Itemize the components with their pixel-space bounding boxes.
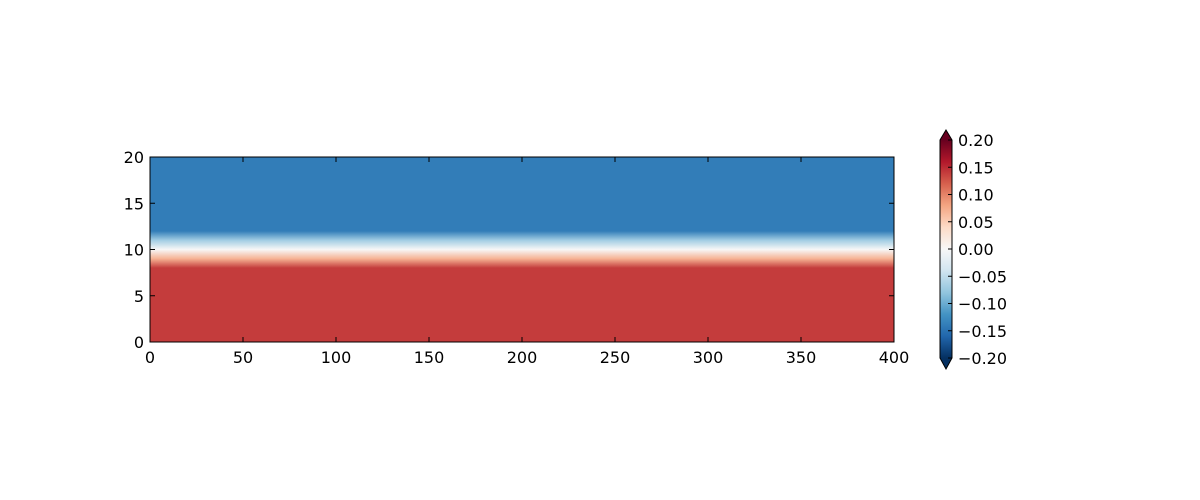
colorbar-tick-label: 0.05	[958, 213, 994, 232]
y-tick-label: 10	[124, 241, 144, 260]
heatmap-plot-area	[149, 156, 895, 343]
y-tick-label: 5	[134, 287, 144, 306]
y-tick-label: 15	[124, 194, 144, 213]
colorbar-extend-min-arrow	[940, 358, 952, 369]
x-tick-label: 200	[507, 348, 538, 367]
x-tick-label: 100	[321, 348, 352, 367]
colorbar-tick-label: −0.15	[958, 322, 1007, 341]
colorbar-tick-label: −0.10	[958, 295, 1007, 314]
colorbar-tick-label: 0.10	[958, 186, 994, 205]
colorbar-tick-label: −0.20	[958, 349, 1007, 368]
colorbar-tick-label: −0.05	[958, 267, 1007, 286]
x-tick-label: 50	[233, 348, 253, 367]
colorbar-extend-max-arrow	[940, 130, 952, 140]
y-tick-label: 20	[124, 148, 144, 167]
colorbar-tick-label: 0.20	[958, 131, 994, 150]
x-tick-label: 0	[145, 348, 155, 367]
colorbar: 0.20 0.15 0.10 0.05 0.00 −0.05 −0.10 −0.15 −0.20	[939, 129, 1007, 371]
colorbar-tick-label: 0.15	[958, 158, 994, 177]
y-axis: 0 5 10 15 20	[124, 148, 894, 352]
colorbar-ticks: 0.20 0.15 0.10 0.05 0.00 −0.05 −0.10 −0.15 −0.20	[948, 131, 1007, 368]
colorbar-tick-label: 0.00	[958, 240, 994, 259]
x-axis: 0 50 100 150 200 250 300 350 400	[145, 157, 909, 367]
x-tick-label: 250	[600, 348, 631, 367]
y-tick-label: 0	[134, 333, 144, 352]
x-tick-label: 300	[693, 348, 724, 367]
x-tick-label: 350	[786, 348, 817, 367]
x-tick-label: 150	[414, 348, 445, 367]
heatmap-field	[150, 157, 894, 342]
x-tick-label: 400	[879, 348, 910, 367]
